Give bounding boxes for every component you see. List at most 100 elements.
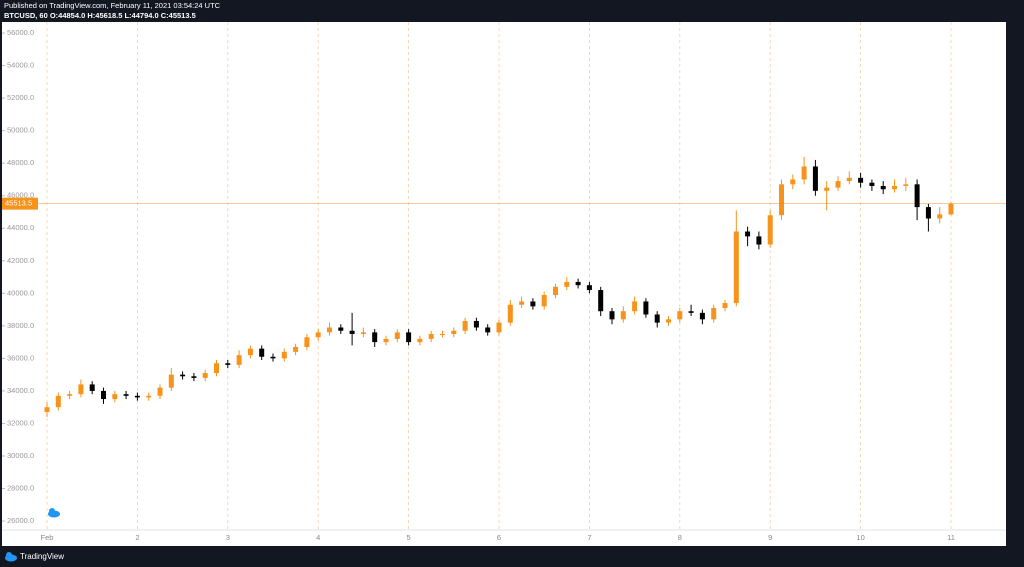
candle-body: [609, 311, 615, 320]
candle-body: [598, 290, 604, 312]
candle-body: [67, 394, 73, 396]
candle-body: [553, 286, 558, 295]
candle-body: [225, 363, 231, 365]
candle-body: [440, 333, 445, 335]
x-tick-label: 10: [856, 533, 864, 542]
x-tick-label: 2: [135, 533, 139, 542]
candle-body: [835, 181, 841, 188]
candle-body: [824, 187, 830, 191]
logo: [5, 552, 17, 562]
candle-body: [101, 390, 106, 400]
candle-body: [654, 314, 660, 323]
candle-body: [620, 311, 626, 320]
candle-body: [123, 394, 129, 396]
candle-body: [270, 356, 276, 359]
candle-body: [394, 332, 400, 339]
candle-body: [236, 355, 242, 365]
y-tick-label: 34000.0: [7, 386, 34, 395]
x-tick-label: 5: [407, 533, 411, 542]
candle-body: [722, 303, 728, 308]
candle-body: [688, 311, 694, 313]
y-tick-label: 52000.0: [7, 93, 34, 102]
candle-body: [360, 332, 366, 334]
x-tick-label: 8: [678, 533, 682, 542]
candle-body: [55, 395, 61, 408]
y-tick-label: 54000.0: [7, 61, 34, 70]
candle-body: [756, 236, 762, 245]
y-tick-label: 44000.0: [7, 223, 34, 232]
candle-body: [892, 185, 897, 190]
candle-body: [937, 214, 943, 219]
price-label: 45513.5: [5, 199, 32, 208]
y-tick-label: 38000.0: [7, 321, 34, 330]
candle-body: [168, 374, 174, 388]
price-label-box: [2, 197, 38, 210]
candle-body: [575, 281, 581, 286]
candle-body: [846, 177, 852, 182]
candle-body: [699, 312, 705, 320]
candle-body: [134, 395, 140, 398]
candle-body: [519, 301, 525, 305]
candle-body: [428, 333, 434, 339]
candle-body: [202, 373, 208, 378]
watermark-icon: [48, 508, 60, 518]
candle-body: [406, 332, 412, 343]
candle-body: [677, 311, 683, 320]
y-tick-label: 48000.0: [7, 158, 34, 167]
candle-body: [643, 301, 649, 315]
candle-body: [247, 348, 253, 356]
candle-body: [666, 319, 671, 323]
candle-body: [191, 376, 197, 378]
chart-subtitle: BTCUSD, 60 O:44854.0 H:45618.5 L:44794.0…: [4, 11, 196, 20]
candle-body: [790, 179, 796, 185]
candle-body: [451, 330, 457, 334]
x-tick-label: 11: [947, 533, 955, 542]
x-tick-label: 6: [497, 533, 501, 542]
candle-body: [112, 394, 118, 400]
candle-body: [801, 166, 807, 180]
candle-body: [281, 351, 287, 359]
candle-body: [417, 338, 423, 343]
candle-body: [779, 184, 784, 216]
candle-body: [78, 384, 84, 395]
candle-body: [541, 294, 547, 307]
candle-body: [338, 327, 344, 331]
candle-body: [767, 215, 773, 245]
candle-body: [293, 347, 299, 352]
candle-body: [315, 332, 321, 338]
chart-title: Published on TradingView.com, February 1…: [4, 1, 221, 10]
candle-body: [485, 327, 491, 333]
candle-body: [880, 185, 886, 190]
candle-body: [632, 301, 638, 312]
candle-body: [157, 387, 163, 396]
candle-body: [530, 301, 536, 307]
x-tick-label: 9: [768, 533, 772, 542]
candle-body: [44, 407, 50, 413]
candle-body: [89, 384, 95, 391]
y-tick-label: 36000.0: [7, 353, 34, 362]
y-tick-label: 50000.0: [7, 126, 34, 135]
candle-body: [914, 184, 920, 208]
candle-body: [925, 207, 931, 219]
candle-body: [462, 320, 468, 331]
candle-body: [496, 322, 502, 333]
y-tick-label: 40000.0: [7, 288, 34, 297]
candle-body: [146, 395, 152, 398]
candle-body: [586, 285, 592, 291]
y-tick-label: 42000.0: [7, 256, 34, 265]
y-tick-label: 56000.0: [7, 28, 34, 37]
plot-area: [2, 22, 1006, 546]
candle-body: [869, 182, 875, 186]
candle-body: [372, 332, 378, 343]
candle-body: [812, 166, 818, 191]
x-tick-label: 3: [226, 533, 230, 542]
y-tick-label: 28000.0: [7, 484, 34, 493]
candle-body: [180, 374, 186, 377]
source-label: TradingView: [20, 552, 64, 561]
candle-body: [745, 231, 751, 237]
candle-body: [349, 330, 355, 334]
y-tick-label: 26000.0: [7, 516, 34, 525]
candle-body: [858, 177, 864, 183]
candle-body: [473, 320, 479, 328]
y-tick-label: 46000.0: [7, 191, 34, 200]
